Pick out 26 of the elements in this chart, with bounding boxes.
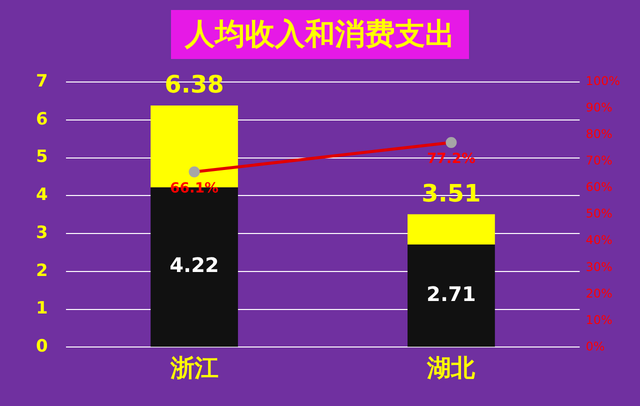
y2-tick-label: 0% <box>586 339 605 354</box>
y2-tick-label: 80% <box>586 127 612 142</box>
y2-tick-label: 50% <box>586 206 612 221</box>
y-tick-label: 1 <box>36 298 48 319</box>
bar <box>408 244 495 347</box>
x-tick-label: 湖北 <box>426 354 476 382</box>
y2-tick-label: 100% <box>586 74 620 88</box>
data-label: 2.71 <box>426 282 476 306</box>
y2-tick-label: 20% <box>586 286 612 300</box>
y-tick-label: 6 <box>36 109 48 130</box>
y-tick-label: 2 <box>36 260 48 281</box>
y-tick-label: 4 <box>36 185 48 206</box>
y-tick-label: 0 <box>36 336 48 357</box>
y-tick-label: 5 <box>36 147 48 168</box>
y2-tick-label: 60% <box>586 180 612 194</box>
x-tick-label: 浙江 <box>169 354 218 382</box>
y2-tick-label: 70% <box>586 154 612 168</box>
y2-tick-label: 40% <box>586 233 612 248</box>
bar <box>408 214 495 245</box>
y-tick-label: 3 <box>36 222 48 243</box>
y-tick-label: 7 <box>36 71 48 92</box>
chart-title: 人均收入和消费支出 <box>171 10 469 59</box>
y2-tick-label: 90% <box>586 100 612 115</box>
data-label: 4.22 <box>170 253 219 278</box>
y2-tick-label: 30% <box>586 260 612 274</box>
y2-tick-label: 10% <box>586 312 612 327</box>
